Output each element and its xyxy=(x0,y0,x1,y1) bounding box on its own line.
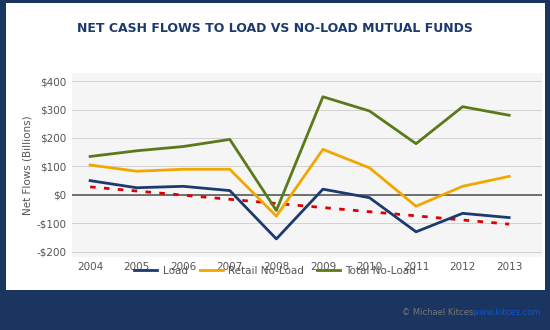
Y-axis label: Net Flows (Billions): Net Flows (Billions) xyxy=(23,115,32,215)
Text: NET CASH FLOWS TO LOAD VS NO-LOAD MUTUAL FUNDS: NET CASH FLOWS TO LOAD VS NO-LOAD MUTUAL… xyxy=(77,21,473,35)
Legend: Load, Retail No-Load, Total No-Load: Load, Retail No-Load, Total No-Load xyxy=(130,262,420,280)
Text: © Michael Kitces,: © Michael Kitces, xyxy=(402,308,475,317)
Text: www.kitces.com: www.kitces.com xyxy=(470,308,541,317)
